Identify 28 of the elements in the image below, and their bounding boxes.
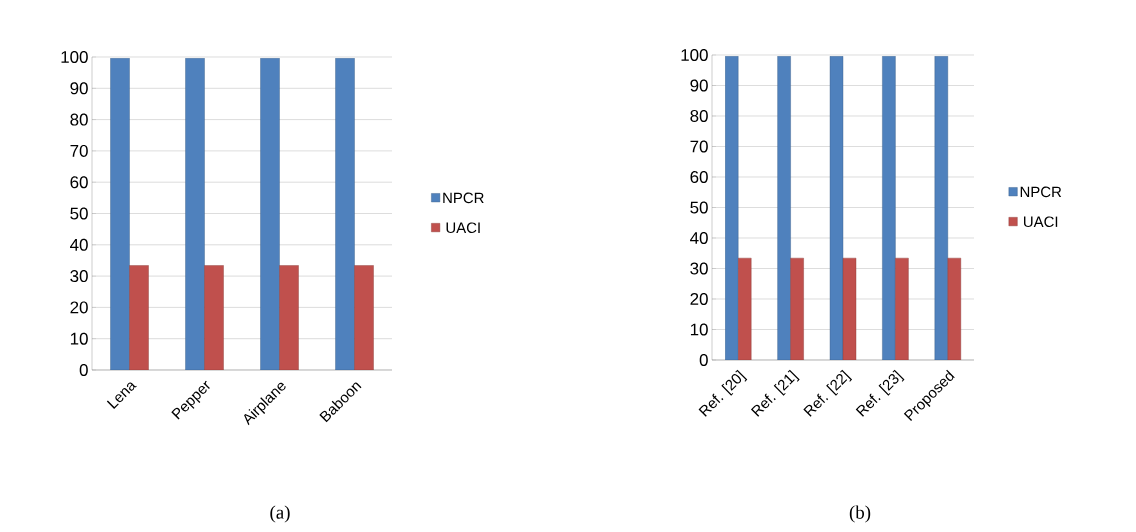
y-tick-label: 0 (79, 364, 88, 376)
text: (b) (849, 505, 871, 523)
y-tick-label: 10 (70, 332, 88, 345)
y-tick-label: 20 (70, 301, 88, 314)
y-tick-label: 30 (690, 262, 708, 275)
y-tick-label: 40 (70, 238, 88, 251)
y-tick-label: 100 (61, 51, 88, 63)
legend-label: NPCR (1020, 186, 1062, 198)
y-tick-label: 30 (70, 270, 88, 283)
y-tick-label: 90 (690, 79, 708, 92)
legend-label: UACI (446, 222, 480, 234)
y-tick-label: 50 (70, 207, 88, 220)
y-tick-label: 40 (690, 232, 708, 244)
y-tick-label: 20 (690, 293, 708, 305)
y-tick-label: 80 (70, 113, 88, 126)
y-tick-label: 60 (690, 171, 708, 183)
y-tick-label: 70 (70, 144, 88, 157)
y-tick-label: 10 (690, 323, 708, 336)
text: (a) (270, 505, 290, 523)
y-tick-label: 60 (70, 176, 88, 189)
y-tick-label: 0 (699, 354, 708, 366)
y-tick-label: 90 (70, 82, 88, 95)
y-tick-label: 50 (690, 201, 708, 214)
legend-label: UACI (1024, 216, 1058, 228)
legend-label: NPCR (443, 192, 484, 204)
y-tick-label: 70 (690, 140, 708, 153)
y-tick-label: 100 (681, 49, 708, 61)
y-tick-label: 80 (690, 110, 708, 122)
